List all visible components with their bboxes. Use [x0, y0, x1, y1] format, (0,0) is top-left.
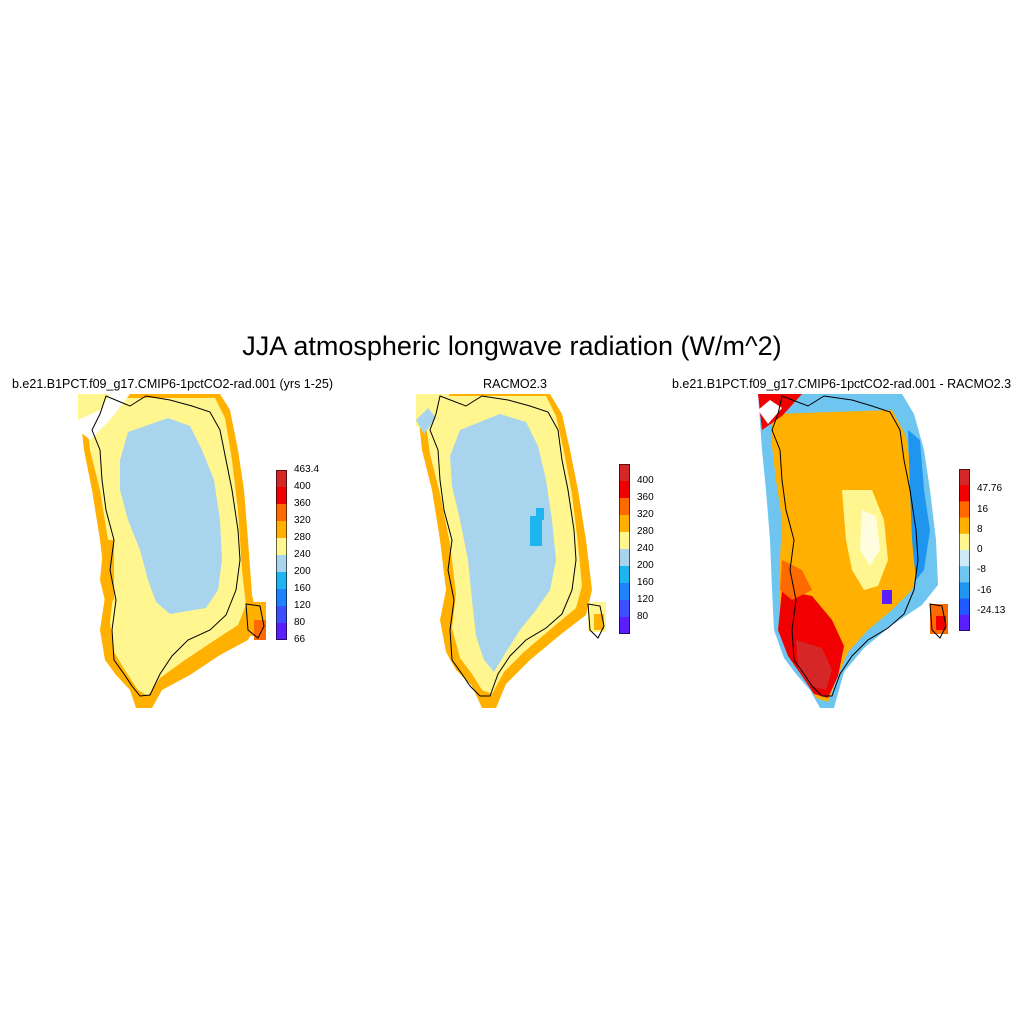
colorbar-label: 320 [637, 509, 654, 520]
colorbar-swatch [276, 606, 287, 624]
colorbar-swatch [619, 532, 630, 550]
colorbar-swatch [959, 533, 970, 551]
colorbar-border [276, 470, 287, 640]
colorbar-swatch [276, 521, 287, 539]
colorbar-label: 120 [637, 594, 654, 605]
map-diff [758, 394, 948, 708]
colorbar-label: 200 [637, 560, 654, 571]
colorbar-label: 400 [637, 475, 654, 486]
colorbar-swatches [959, 469, 970, 631]
colorbar-swatch [619, 498, 630, 516]
colorbar-swatch [276, 555, 287, 573]
colorbar-swatches [619, 464, 630, 634]
colorbar-swatch [619, 617, 630, 634]
colorbar-swatch [959, 582, 970, 600]
colorbar-border [619, 464, 630, 634]
colorbar-swatch [276, 487, 287, 505]
colorbar-swatch [619, 566, 630, 584]
panel-title-model: b.e21.B1PCT.f09_g17.CMIP6-1pctCO2-rad.00… [12, 377, 333, 391]
colorbar-label: 360 [637, 492, 654, 503]
colorbar-swatches [276, 470, 287, 640]
colorbar-label: -24.13 [977, 604, 1006, 616]
colorbar-diff: 47.76 16 8 0 -8 -16 -24.13 [959, 469, 1019, 631]
colorbar-swatch [276, 589, 287, 607]
colorbar-swatch [959, 485, 970, 502]
colorbar-label: 80 [294, 617, 306, 628]
colorbar-label: 66 [294, 634, 306, 645]
colorbar-swatch [959, 550, 970, 567]
colorbar-label: 80 [637, 611, 649, 622]
colorbar-swatch [276, 504, 287, 522]
colorbar-swatch [276, 470, 287, 488]
colorbar-swatch [959, 614, 970, 631]
colorbar-label: 360 [294, 498, 311, 509]
colorbar-obs: 400 360 320 280 240 200 160 120 80 [619, 464, 679, 634]
colorbar-label: 16 [977, 503, 989, 515]
colorbar-label: 400 [294, 481, 311, 492]
figure-title: JJA atmospheric longwave radiation (W/m^… [242, 331, 782, 361]
colorbar-model: 463.4 400 360 320 280 240 200 160 120 80 66 [276, 464, 336, 645]
colorbar-label: 240 [637, 543, 654, 554]
colorbar-swatch [619, 515, 630, 533]
colorbar-swatch [619, 481, 630, 499]
colorbar-border [959, 469, 970, 631]
colorbar-swatch [619, 600, 630, 618]
colorbar-label: 280 [637, 526, 654, 537]
panel-title-obs: RACMO2.3 [483, 377, 547, 391]
colorbar-label: 280 [294, 532, 311, 543]
colorbar-label: 120 [294, 600, 311, 611]
colorbar-swatch [619, 549, 630, 567]
colorbar-swatch [959, 598, 970, 616]
colorbar-label: 320 [294, 515, 311, 526]
panel-title-diff: b.e21.B1PCT.f09_g17.CMIP6-1pctCO2-rad.00… [672, 377, 1012, 391]
colorbar-swatch [276, 572, 287, 590]
map-model [78, 394, 266, 708]
colorbar-label: 160 [637, 577, 654, 588]
colorbar-swatch [619, 583, 630, 601]
colorbar-swatch [959, 517, 970, 535]
colorbar-label: 240 [294, 549, 311, 560]
colorbar-label: 463.4 [294, 464, 320, 475]
colorbar-swatch [959, 566, 970, 583]
map-obs [416, 394, 606, 708]
colorbar-label: 47.76 [977, 483, 1003, 495]
colorbar-swatch [619, 464, 630, 482]
colorbar-swatch [276, 538, 287, 556]
colorbar-swatch [959, 469, 970, 486]
colorbar-label: 200 [294, 566, 311, 577]
colorbar-label: -16 [977, 584, 992, 596]
colorbar-label: 8 [977, 523, 983, 535]
colorbar-swatch [276, 623, 287, 640]
colorbar-swatch [959, 501, 970, 519]
colorbar-label: 0 [977, 544, 983, 555]
colorbar-label: 160 [294, 583, 311, 594]
colorbar-label: -8 [977, 564, 986, 576]
